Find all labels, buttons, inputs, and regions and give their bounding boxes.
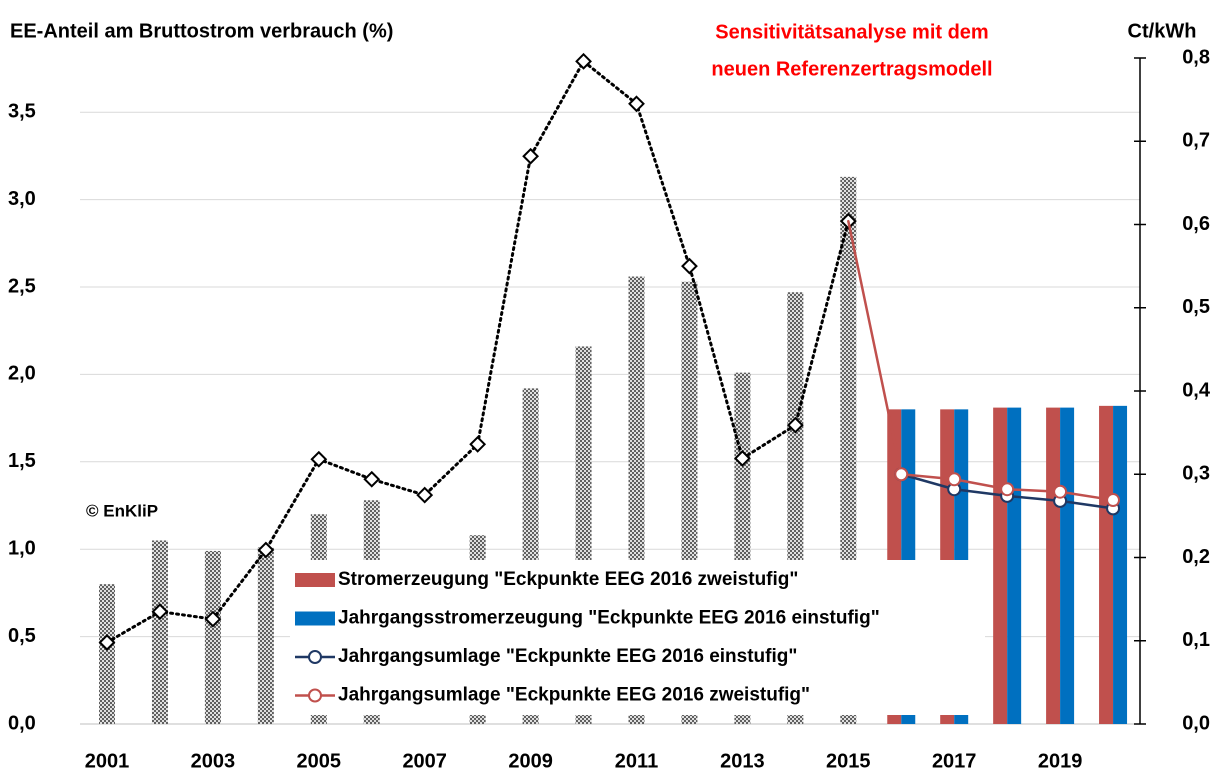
bar bbox=[99, 584, 115, 724]
bar bbox=[1099, 405, 1114, 724]
y-tick-label: 1,5 bbox=[8, 450, 36, 472]
x-tick-label: 2017 bbox=[932, 750, 977, 772]
y2-tick-label: 0,1 bbox=[1182, 629, 1210, 651]
legend-label: Stromerzeugung "Eckpunkte EEG 2016 zweis… bbox=[338, 569, 798, 590]
y2-tick-label: 0,3 bbox=[1182, 463, 1210, 485]
bar bbox=[1046, 407, 1061, 724]
y2-tick-label: 0,0 bbox=[1182, 712, 1210, 734]
marker bbox=[786, 416, 804, 434]
x-tick-label: 2015 bbox=[826, 750, 871, 772]
y2-tick-label: 0,4 bbox=[1182, 379, 1211, 401]
legend-label: Jahrgangsumlage "Eckpunkte EEG 2016 eins… bbox=[338, 646, 797, 667]
marker bbox=[681, 257, 698, 275]
y-tick-label: 3,0 bbox=[8, 188, 36, 210]
legend-label: Jahrgangsumlage "Eckpunkte EEG 2016 zwei… bbox=[338, 685, 810, 706]
bar bbox=[257, 547, 274, 724]
y2-tick-label: 0,5 bbox=[1182, 296, 1210, 318]
y-tick-label: 0,5 bbox=[8, 625, 36, 647]
marker bbox=[522, 147, 540, 165]
marker bbox=[363, 470, 381, 488]
x-tick-label: 2019 bbox=[1038, 750, 1083, 772]
x-tick-label: 2003 bbox=[191, 750, 236, 772]
y2-tick-label: 0,6 bbox=[1182, 213, 1210, 235]
legend-box bbox=[290, 560, 985, 715]
legend-label: Jahrgangsstromerzeugung "Eckpunkte EEG 2… bbox=[338, 608, 880, 629]
bar bbox=[1007, 407, 1022, 724]
x-tick-label: 2001 bbox=[85, 750, 130, 772]
y2-tick-label: 0,8 bbox=[1182, 46, 1210, 68]
bar bbox=[1060, 407, 1075, 724]
marker bbox=[310, 450, 328, 468]
annotation: Sensitivitätsanalyse mit dem bbox=[715, 21, 988, 43]
legend-swatch bbox=[308, 650, 322, 664]
annotation: neuen Referenzertragsmodell bbox=[711, 58, 992, 80]
marker bbox=[1106, 493, 1121, 508]
marker bbox=[204, 610, 222, 628]
line bbox=[847, 219, 1115, 502]
y2-axis-label: Ct/kWh bbox=[1128, 20, 1197, 42]
y2-tick-label: 0,7 bbox=[1182, 130, 1210, 152]
x-tick-label: 2005 bbox=[297, 750, 342, 772]
marker bbox=[98, 634, 116, 651]
marker bbox=[733, 450, 751, 467]
marker bbox=[416, 486, 434, 504]
chart-title: EE-Anteil am Bruttostrom verbrauch (%) bbox=[10, 20, 393, 42]
bar bbox=[151, 540, 168, 724]
copyright: © EnKliP bbox=[86, 501, 158, 520]
y-tick-label: 3,5 bbox=[8, 100, 36, 122]
marker bbox=[151, 603, 169, 621]
marker bbox=[257, 541, 275, 559]
marker bbox=[628, 95, 645, 113]
marker bbox=[469, 435, 487, 453]
marker bbox=[1053, 484, 1068, 499]
legend-swatch bbox=[295, 573, 335, 587]
x-tick-label: 2009 bbox=[508, 750, 553, 772]
y-tick-label: 1,0 bbox=[8, 537, 36, 559]
bar bbox=[993, 407, 1008, 724]
x-tick-label: 2013 bbox=[720, 750, 765, 772]
x-tick-label: 2011 bbox=[615, 750, 658, 772]
marker bbox=[947, 472, 962, 487]
y-tick-label: 0,0 bbox=[8, 712, 36, 734]
marker bbox=[894, 467, 909, 482]
marker bbox=[1000, 482, 1015, 497]
bar bbox=[204, 550, 221, 724]
y-tick-label: 2,0 bbox=[8, 363, 36, 385]
marker bbox=[575, 52, 592, 70]
legend-swatch bbox=[308, 688, 322, 703]
y2-tick-label: 0,2 bbox=[1182, 546, 1210, 568]
x-tick-label: 2007 bbox=[402, 750, 447, 772]
y-tick-label: 2,5 bbox=[8, 275, 36, 297]
bar bbox=[1113, 405, 1128, 724]
legend-swatch bbox=[295, 611, 335, 626]
